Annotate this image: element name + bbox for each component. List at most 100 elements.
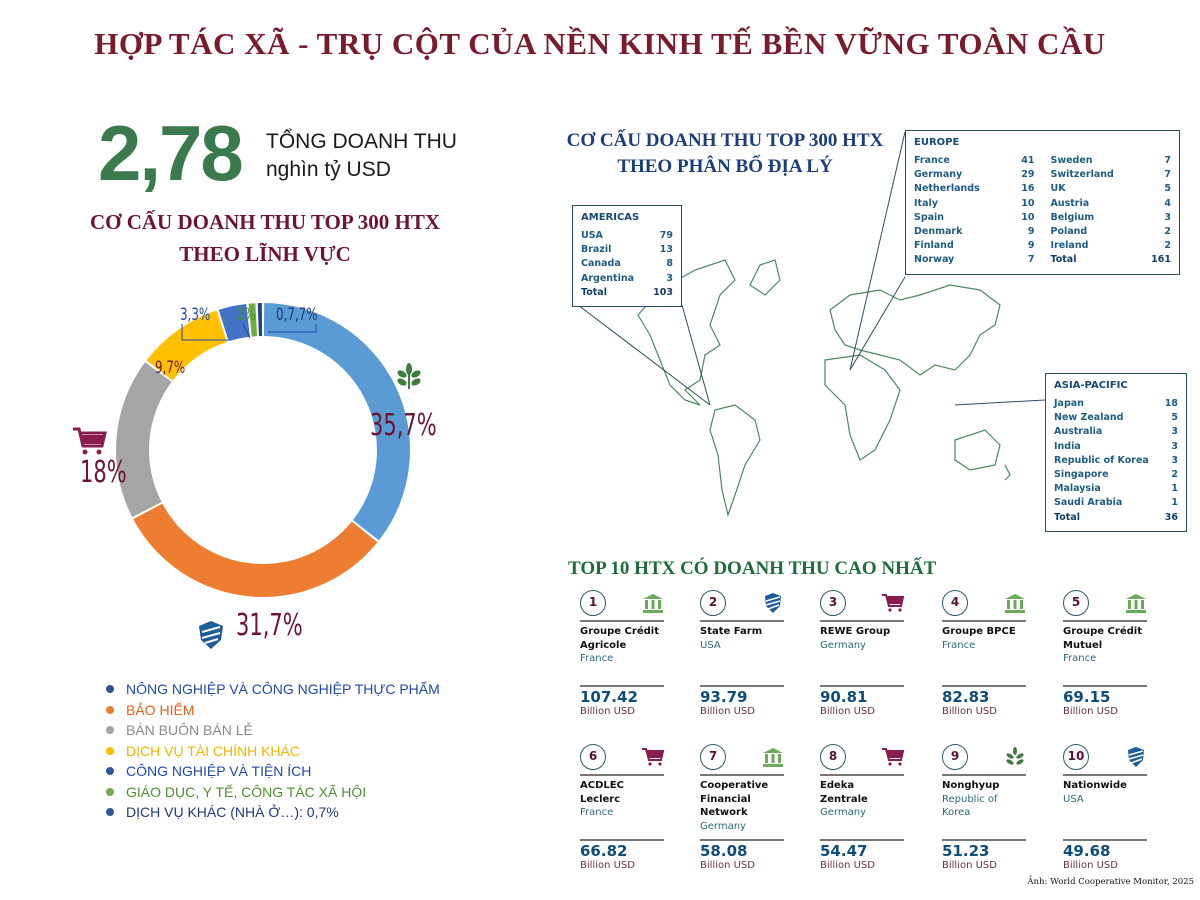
coop-name: Nonghyup xyxy=(942,780,1000,791)
shield-icon xyxy=(762,593,784,613)
region-title: ASIA-PACIFIC xyxy=(1054,380,1128,391)
region-row: Poland 2 xyxy=(1051,225,1172,239)
country: Canada xyxy=(581,258,621,270)
total-revenue-label: TỔNG DOANH THU nghìn tỷ USD xyxy=(266,128,457,184)
sector-title-line2: THEO LĨNH VỰC xyxy=(179,242,351,266)
revenue-unit: Billion USD xyxy=(700,706,755,717)
legend-dot xyxy=(106,685,114,694)
country: India xyxy=(1054,440,1081,452)
donut-slice xyxy=(218,303,250,342)
revenue-unit: Billion USD xyxy=(580,860,635,871)
coop-name: ACDLEC Leclerc xyxy=(580,780,624,805)
country: Denmark xyxy=(914,226,963,238)
country: Spain xyxy=(914,211,945,223)
total-value: 103 xyxy=(653,286,673,298)
revenue-value: 69.15 xyxy=(1063,688,1111,706)
top10-title: TOP 10 HTX CÓ DOANH THU CAO NHẤT xyxy=(568,558,937,579)
data-label: 18% xyxy=(80,455,127,490)
count: 3 xyxy=(1171,440,1178,452)
europe-title: EUROPE xyxy=(914,137,960,148)
divider xyxy=(942,774,1026,776)
count: 3 xyxy=(1171,426,1178,438)
region-row: Brazil 13 xyxy=(581,243,673,257)
divider xyxy=(700,839,784,841)
coop-name: Edeka Zentrale xyxy=(820,780,868,805)
count: 18 xyxy=(1164,398,1178,409)
count: 1 xyxy=(1171,497,1178,509)
count: 1 xyxy=(1171,483,1178,495)
donut-slice xyxy=(133,503,378,597)
count: 13 xyxy=(659,244,673,256)
count: 3 xyxy=(666,272,673,284)
count: 5 xyxy=(1164,183,1171,195)
revenue-value: 58.08 xyxy=(700,842,748,860)
rank-badge: 7 xyxy=(700,744,726,770)
legend-label: CÔNG NGHIỆP VÀ TIỆN ÍCH xyxy=(126,763,312,779)
cart-icon xyxy=(882,593,905,613)
cart-icon xyxy=(642,747,665,767)
region-row: Spain 10 xyxy=(914,211,1035,225)
top10-card: 3 REWE Group Germany 90.81 Billion USD xyxy=(820,590,905,718)
legend-label: NÔNG NGHIỆP VÀ CÔNG NGHIỆP THỰC PHẨM xyxy=(126,681,440,697)
count: 2 xyxy=(1164,240,1171,252)
country: France xyxy=(914,155,950,166)
total-label: Total xyxy=(1054,511,1080,523)
count: 9 xyxy=(1027,240,1035,252)
country: Italy xyxy=(914,197,938,209)
top10-card: 7 Cooperative Financial Network Germany 58.… xyxy=(700,744,784,872)
divider xyxy=(942,839,1026,841)
count: 29 xyxy=(1021,169,1035,181)
coop-name: REWE Group xyxy=(820,626,891,637)
region-row: Switzerland 7 xyxy=(1051,168,1172,182)
top10-card: 10 Nationwide USA 49.68 Billion USD xyxy=(1063,744,1147,872)
americas-box: AMERICAS USA 79 Brazil 13 Canada 8 Argentina 3 To… xyxy=(572,205,682,308)
coop-country: Republic of Korea xyxy=(942,793,998,819)
country: Australia xyxy=(1054,426,1103,438)
coop-country: USA xyxy=(700,639,721,651)
total-value: 36 xyxy=(1164,511,1178,523)
sector-title-line1: CƠ CẤU DOANH THU TOP 300 HTX xyxy=(89,210,441,234)
legend-label: BÁN BUÔN BÁN LẺ xyxy=(126,722,253,738)
bank-icon xyxy=(1004,593,1026,613)
count: 7 xyxy=(1164,169,1171,181)
leader-line xyxy=(242,323,251,339)
divider xyxy=(580,774,664,776)
count: 5 xyxy=(1171,412,1178,424)
region-row: Ireland 2 xyxy=(1051,239,1172,253)
revenue-unit: Billion USD xyxy=(1063,706,1118,717)
coop-country: France xyxy=(580,807,614,818)
top10-card: 4 Groupe BPCE France 82.83 Billion USD xyxy=(942,590,1026,718)
legend-item: BẢO HIỂM xyxy=(106,700,440,721)
region-row: Singapore 2 xyxy=(1054,468,1178,482)
total-label: Total xyxy=(1050,254,1077,266)
geo-title-line2: THEO PHÂN BỐ ĐỊA LÝ xyxy=(617,156,833,177)
legend-label: BẢO HIỂM xyxy=(126,701,195,718)
divider xyxy=(1063,620,1147,622)
count: 41 xyxy=(1021,155,1035,166)
shield-icon xyxy=(1125,747,1147,767)
africa-outline xyxy=(824,354,901,461)
eurasia-outline xyxy=(829,284,1001,376)
revenue-unit: Billion USD xyxy=(942,860,997,871)
region-row: Australia 3 xyxy=(1054,425,1178,439)
total-unit: nghìn tỷ USD xyxy=(266,158,391,181)
total-value: 161 xyxy=(1151,254,1171,266)
country: Saudi Arabia xyxy=(1054,497,1123,509)
country: Malaysia xyxy=(1054,483,1101,495)
count: 79 xyxy=(659,230,673,241)
divider xyxy=(942,685,1026,687)
europe-box: EUROPE France 41 Germany 29 Netherlands 16 Ita… xyxy=(905,130,1180,275)
top10-card: 8 Edeka Zentrale Germany 54.47 Billion USD xyxy=(820,744,905,872)
rank-badge: 4 xyxy=(942,590,968,616)
count: 3 xyxy=(1171,454,1178,466)
region-row: New Zealand 5 xyxy=(1054,411,1178,425)
legend-dot xyxy=(106,726,114,735)
region-row: Republic of Korea 3 xyxy=(1054,454,1178,468)
count: 7 xyxy=(1164,155,1171,166)
data-label: 0,7,7% xyxy=(276,305,318,325)
divider xyxy=(820,774,904,776)
data-label: 35,7% xyxy=(370,408,437,443)
chart-legend: NÔNG NGHIỆP VÀ CÔNG NGHIỆP THỰC PHẨM BẢO … xyxy=(106,679,440,823)
data-label: 9,7% xyxy=(155,358,185,378)
legend-dot xyxy=(106,808,114,817)
